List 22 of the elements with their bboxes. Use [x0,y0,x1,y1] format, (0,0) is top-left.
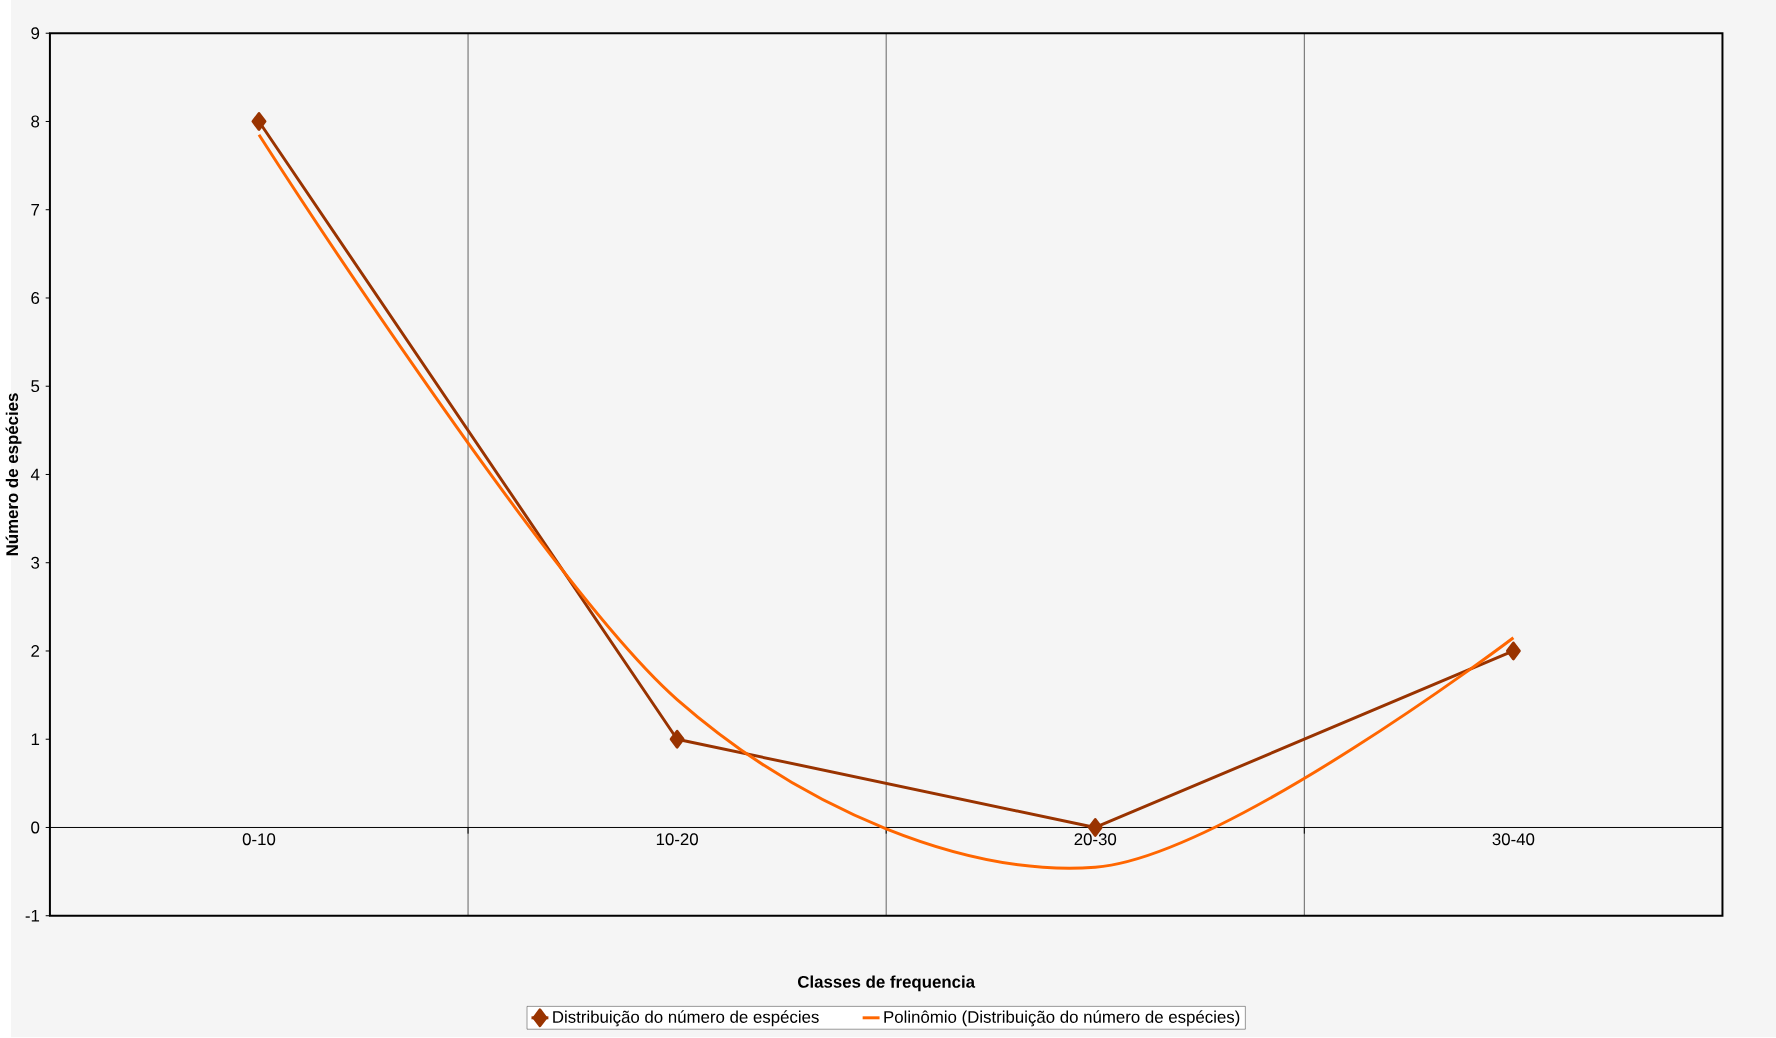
y-tick-label: 7 [31,204,40,216]
y-tick-label: 4 [30,468,40,481]
y-tick-label: 0 [31,821,40,834]
y-tick-label: 2 [31,645,40,658]
x-axis-title: Classes de frequencia [797,975,976,992]
legend-label: Distribuição do número de espécies [553,1010,819,1027]
y-tick-label: 6 [31,292,40,305]
x-tick-label: 10-20 [656,833,698,846]
point [1505,641,1521,661]
x-tick-label: 0-10 [242,833,276,846]
x-tick-label: 30-40 [1492,833,1535,846]
y-tick-label: 8 [31,115,40,128]
y-tick-label: 3 [31,557,40,569]
y-tick-label: 9 [31,27,40,40]
y-tick-label: 5 [31,380,40,393]
y-tick-label: -1 [25,910,40,922]
y-axis-title: Número de espécies [5,393,22,556]
y-tick-label: 1 [31,733,40,746]
point [669,730,685,749]
x-tick-label: 20-30 [1074,833,1117,846]
point [251,112,267,132]
legend-label: Polinômio (Distribuição do número de espécies) [884,1010,1240,1027]
